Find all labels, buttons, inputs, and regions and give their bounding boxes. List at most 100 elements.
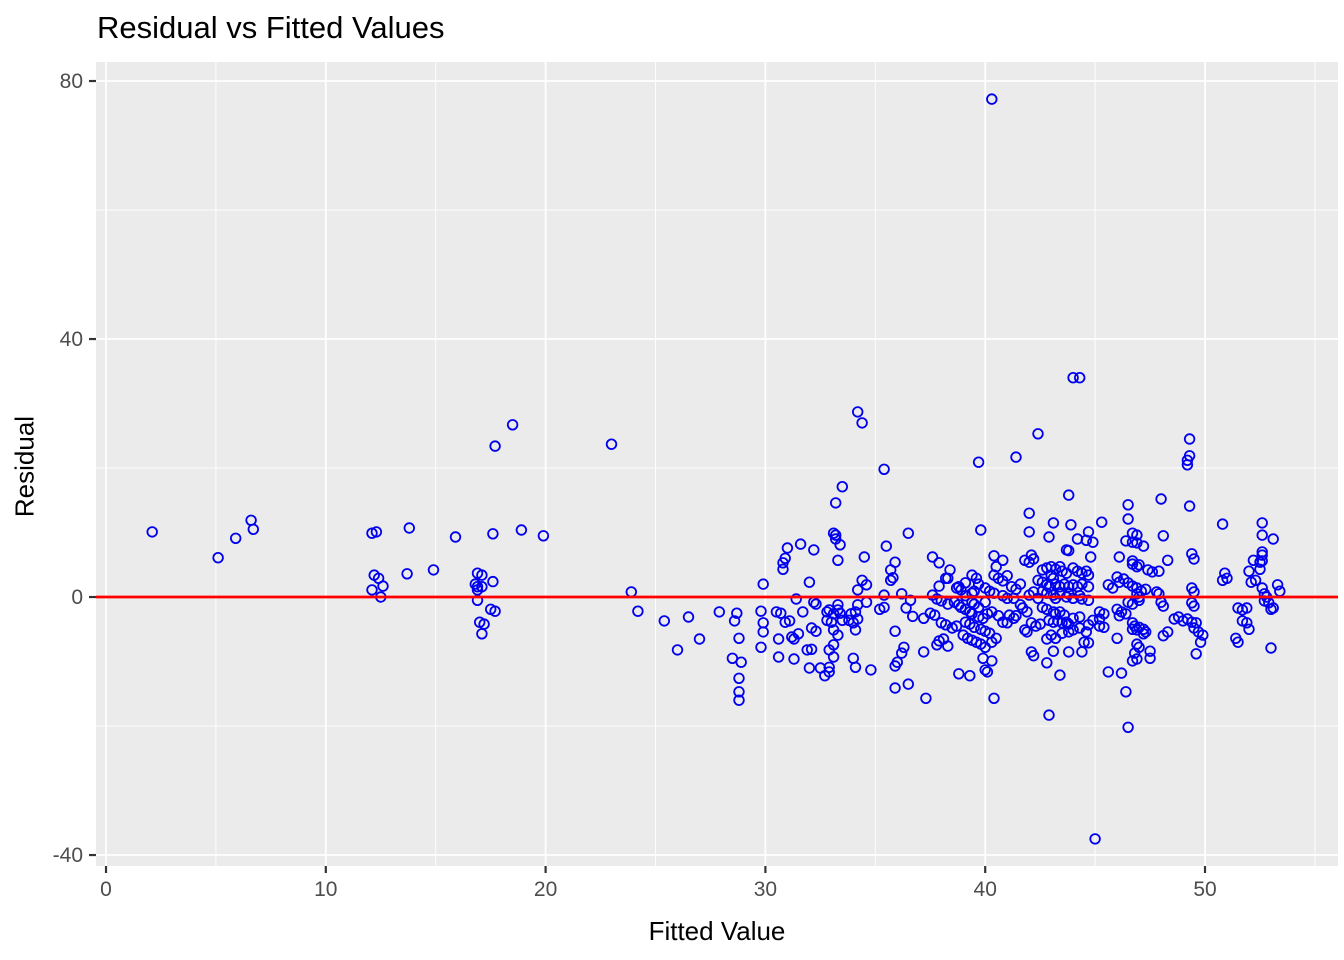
data-point bbox=[933, 580, 945, 592]
data-point bbox=[1001, 570, 1013, 582]
data-point bbox=[1139, 583, 1152, 596]
data-point bbox=[728, 615, 741, 627]
data-point bbox=[1010, 451, 1022, 463]
data-point bbox=[926, 551, 939, 563]
data-point bbox=[377, 580, 389, 592]
data-point bbox=[471, 594, 484, 607]
data-point bbox=[1043, 709, 1055, 721]
data-point bbox=[896, 588, 908, 600]
data-point bbox=[1102, 666, 1115, 678]
data-point bbox=[1113, 551, 1126, 563]
data-point bbox=[1241, 602, 1253, 614]
data-point bbox=[476, 628, 488, 640]
data-point bbox=[997, 554, 1009, 567]
data-point bbox=[777, 563, 789, 576]
data-point bbox=[902, 678, 915, 690]
data-point bbox=[896, 647, 908, 659]
data-point bbox=[1197, 629, 1209, 641]
data-point bbox=[1014, 578, 1027, 590]
data-point bbox=[1181, 454, 1194, 467]
data-point bbox=[880, 540, 893, 552]
data-point bbox=[1256, 517, 1268, 529]
data-point bbox=[1271, 579, 1284, 591]
data-point bbox=[146, 526, 158, 538]
data-point bbox=[1161, 626, 1174, 638]
data-point bbox=[229, 532, 242, 545]
data-point bbox=[1021, 606, 1033, 618]
data-point bbox=[1120, 535, 1132, 547]
data-point bbox=[898, 641, 910, 654]
data-point bbox=[757, 578, 769, 590]
data-point bbox=[1144, 645, 1156, 657]
data-point bbox=[1221, 572, 1233, 585]
data-point bbox=[986, 655, 998, 667]
data-point bbox=[832, 629, 844, 641]
data-point bbox=[874, 603, 886, 616]
data-point bbox=[827, 651, 840, 663]
data-point bbox=[805, 643, 818, 656]
data-point bbox=[1137, 623, 1150, 636]
data-point bbox=[990, 632, 1002, 645]
data-point bbox=[1267, 533, 1279, 545]
data-point bbox=[1082, 637, 1095, 649]
data-point bbox=[942, 572, 954, 585]
data-point bbox=[1120, 686, 1132, 698]
data-point bbox=[487, 528, 499, 540]
data-point bbox=[1153, 565, 1165, 577]
data-point bbox=[1054, 669, 1066, 681]
data-point bbox=[1027, 553, 1040, 565]
data-point bbox=[1131, 588, 1143, 600]
data-point bbox=[979, 664, 991, 676]
data-point bbox=[1181, 459, 1194, 471]
data-point bbox=[772, 633, 785, 645]
y-tick-label: 80 bbox=[60, 70, 83, 93]
data-point bbox=[1111, 632, 1123, 645]
data-point bbox=[1106, 582, 1119, 594]
data-point bbox=[929, 609, 941, 621]
data-point bbox=[1073, 372, 1086, 384]
data-point bbox=[849, 606, 862, 618]
data-point bbox=[865, 664, 877, 676]
data-point bbox=[1019, 624, 1031, 636]
data-point bbox=[489, 440, 501, 452]
data-point bbox=[1155, 493, 1167, 505]
data-point bbox=[830, 497, 842, 509]
data-point bbox=[733, 694, 745, 706]
data-point bbox=[823, 661, 835, 674]
data-point bbox=[1076, 578, 1088, 590]
data-point bbox=[889, 625, 901, 637]
data-point bbox=[1243, 565, 1255, 577]
y-tick-label: 40 bbox=[60, 328, 83, 351]
chart-title: Residual vs Fitted Values bbox=[97, 10, 445, 45]
data-point bbox=[953, 668, 965, 680]
data-point bbox=[887, 572, 899, 584]
data-point bbox=[889, 682, 901, 694]
data-point bbox=[682, 611, 695, 623]
data-point bbox=[803, 576, 816, 588]
data-point bbox=[1256, 582, 1268, 594]
data-point bbox=[1133, 559, 1145, 571]
data-point bbox=[1241, 617, 1253, 629]
data-point bbox=[733, 672, 745, 685]
data-point bbox=[808, 544, 820, 556]
data-point bbox=[1219, 567, 1231, 579]
data-point bbox=[1122, 513, 1134, 525]
data-point bbox=[632, 605, 644, 617]
data-point bbox=[858, 551, 871, 563]
data-point bbox=[942, 640, 954, 652]
data-point bbox=[1056, 627, 1068, 639]
data-point bbox=[986, 93, 998, 105]
data-point bbox=[959, 577, 972, 589]
data-point bbox=[852, 584, 864, 596]
data-point bbox=[1043, 531, 1055, 543]
data-point bbox=[803, 662, 816, 674]
data-point bbox=[401, 568, 413, 580]
data-point bbox=[1021, 626, 1033, 638]
data-point bbox=[1133, 594, 1145, 607]
data-point bbox=[1126, 536, 1139, 548]
data-point bbox=[981, 666, 994, 678]
data-point bbox=[852, 406, 864, 418]
data-point bbox=[810, 598, 822, 610]
data-point bbox=[836, 481, 849, 493]
